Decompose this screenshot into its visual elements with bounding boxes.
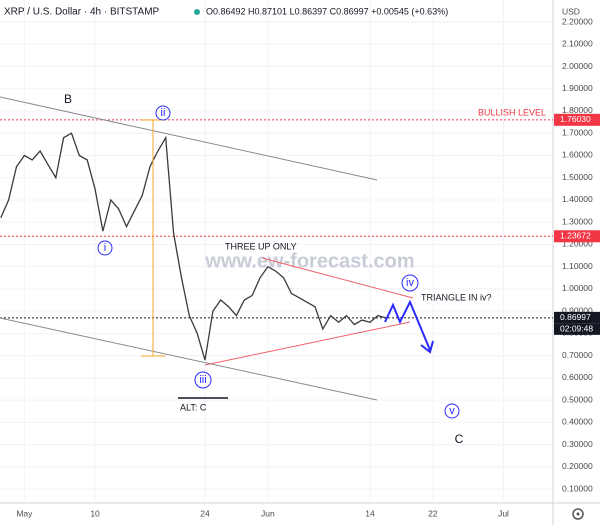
y-tick-label: 1.10000 — [562, 261, 593, 271]
wave-label: i — [104, 242, 106, 254]
settings-icon[interactable] — [572, 508, 584, 520]
wave-label: iii — [199, 374, 206, 386]
countdown: 02:09:48 — [560, 324, 593, 334]
x-tick-label: 24 — [200, 508, 210, 518]
annotation: BULLISH LEVEL — [478, 107, 546, 117]
x-tick-label: Jun — [261, 508, 275, 518]
status-dot — [194, 9, 200, 15]
triangle-upper — [261, 257, 414, 299]
y-tick-label: 2.20000 — [562, 16, 593, 26]
x-tick-label: May — [16, 508, 33, 518]
price-line — [0, 132, 386, 361]
y-tick-label: 1.60000 — [562, 150, 593, 160]
wave-label: ii — [161, 107, 166, 119]
price-label: 1.23672 — [560, 231, 591, 241]
x-tick-label: 14 — [365, 508, 375, 518]
watermark: www.ew-forecast.com — [204, 250, 414, 272]
price-label: 0.86997 — [560, 312, 591, 322]
title: XRP / U.S. Dollar · 4h · BITSTAMP — [4, 7, 160, 18]
y-tick-label: 1.50000 — [562, 172, 593, 182]
y-tick-label: 0.50000 — [562, 394, 593, 404]
wave-circles — [97, 105, 460, 419]
y-tick-label: 1.40000 — [562, 194, 593, 204]
ohlc: O0.86492 H0.87101 L0.86397 C0.86997 +0.0… — [206, 6, 448, 16]
wave-label: C — [455, 432, 464, 446]
y-tick-label: 1.90000 — [562, 83, 593, 93]
annotation: ALT: C — [180, 402, 207, 412]
price-label: 1.76030 — [560, 114, 591, 124]
projection-arrow — [420, 340, 434, 354]
x-tick-label: 22 — [428, 508, 438, 518]
channel-lower — [0, 317, 378, 401]
price-box — [554, 323, 600, 335]
triangle-lower — [204, 321, 411, 366]
y-tick-label: 1.20000 — [562, 239, 593, 249]
y-tick-label: 1.30000 — [562, 216, 593, 226]
price-box — [554, 311, 600, 324]
y-tick-label: 1.70000 — [562, 127, 593, 137]
wave-label: iv — [406, 277, 414, 289]
y-tick-label: 2.10000 — [562, 39, 593, 49]
annotation: THREE UP ONLY — [225, 241, 297, 251]
y-tick-label: 2.00000 — [562, 61, 593, 71]
y-tick-label: 0.90000 — [562, 305, 593, 315]
y-tick-label: 0.70000 — [562, 350, 593, 360]
price-box — [554, 230, 600, 243]
x-tick-label: 10 — [90, 508, 100, 518]
y-tick-label: 1.00000 — [562, 283, 593, 293]
annotation: TRIANGLE IN iv? — [421, 292, 492, 302]
channel-upper — [0, 96, 378, 181]
currency: USD — [562, 6, 580, 16]
y-tick-label: 1.80000 — [562, 105, 593, 115]
y-tick-label: 0.30000 — [562, 439, 593, 449]
y-tick-label: 0.10000 — [562, 483, 593, 493]
y-tick-label: 0.60000 — [562, 372, 593, 382]
price-box — [554, 113, 600, 126]
wave-label: B — [64, 92, 72, 106]
x-tick-label: Jul — [498, 508, 509, 518]
y-tick-label: 0.40000 — [562, 417, 593, 427]
y-tick-label: 0.20000 — [562, 461, 593, 471]
projection-path — [384, 299, 431, 351]
wave-label: v — [449, 405, 455, 417]
